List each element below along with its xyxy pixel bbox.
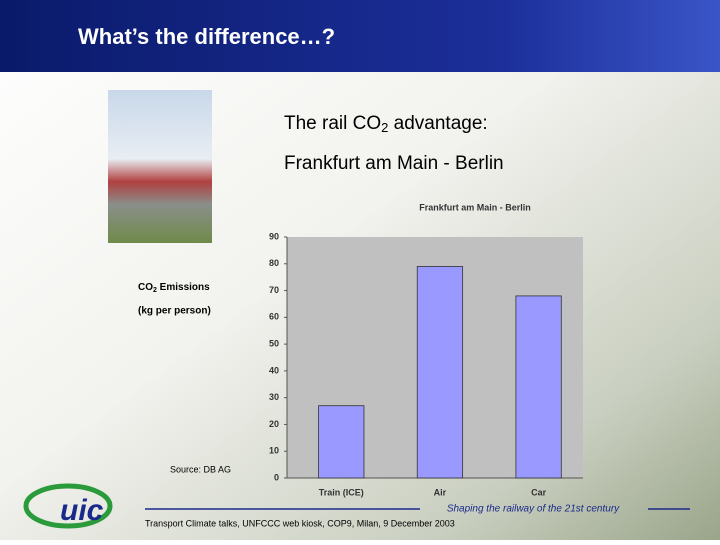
footer-note: Transport Climate talks, UNFCCC web kios…: [145, 518, 455, 528]
y-tick-label: 0: [274, 472, 279, 482]
bar: [515, 295, 562, 479]
label-part: CO: [138, 282, 153, 293]
x-tick-label: Train (ICE): [319, 487, 364, 497]
heading-part: advantage:: [388, 113, 487, 134]
label-part: Emissions: [157, 282, 210, 293]
y-tick-label: 10: [269, 446, 279, 456]
heading-subscript: 2: [381, 120, 388, 135]
y-tick-label: 90: [269, 231, 279, 241]
y-tick-label: 30: [269, 392, 279, 402]
header-bar: [0, 0, 720, 72]
bar: [416, 266, 464, 479]
y-axis-label: CO2 Emissions: [138, 282, 210, 294]
label-subscript: 2: [153, 287, 157, 294]
source-note: Source: DB AG: [170, 464, 231, 474]
heading-part: The rail CO: [284, 113, 381, 134]
footer-tagline: Shaping the railway of the 21st century: [447, 504, 620, 515]
chart-title: Frankfurt am Main - Berlin: [419, 202, 531, 212]
x-tick-label: Air: [434, 487, 447, 497]
train-photo: [108, 90, 212, 243]
bar: [318, 405, 365, 479]
heading: The rail CO2 advantage:: [284, 113, 488, 135]
x-tick-label: Car: [531, 487, 547, 497]
y-tick-label: 70: [269, 285, 279, 295]
y-tick-label: 80: [269, 258, 279, 268]
y-axis-label: (kg per person): [138, 306, 211, 317]
y-tick-label: 50: [269, 338, 279, 348]
y-tick-label: 60: [269, 312, 279, 322]
svg-text:uic: uic: [60, 494, 104, 527]
slide-title: What’s the difference…?: [78, 24, 335, 49]
y-tick-label: 40: [269, 365, 279, 375]
heading: Frankfurt am Main - Berlin: [284, 153, 504, 174]
y-tick-label: 20: [269, 419, 279, 429]
logo: uic: [23, 483, 113, 529]
